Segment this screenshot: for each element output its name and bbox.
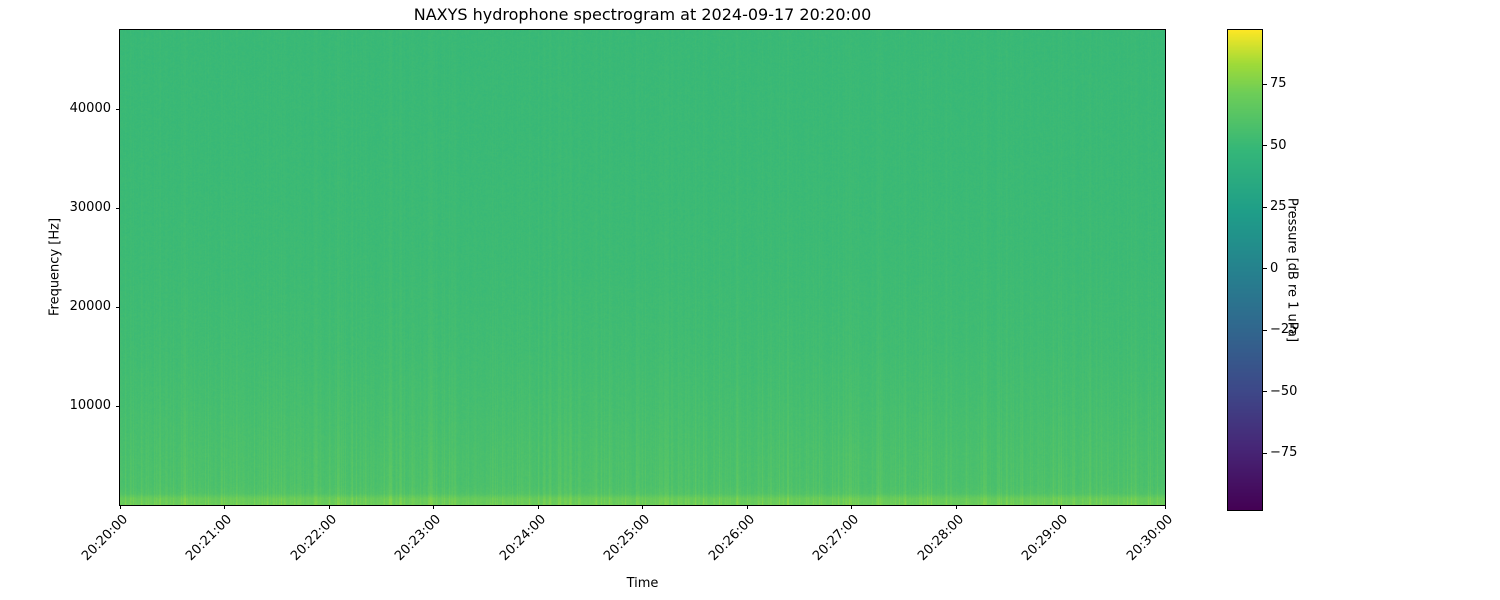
x-tick-label: 20:20:00 [78, 512, 131, 564]
x-tick-label: 20:28:00 [914, 512, 967, 564]
x-tick-mark [851, 505, 852, 509]
y-tick-mark [116, 306, 120, 308]
colorbar-label: Pressure [dB re 1 uPa] [1284, 197, 1300, 343]
colorbar-tick-mark [1263, 391, 1267, 393]
x-tick-mark [642, 505, 643, 509]
x-tick-label: 20:26:00 [705, 512, 758, 564]
x-axis-label: Time [626, 576, 659, 591]
y-tick-mark [116, 405, 120, 407]
x-tick-label: 20:23:00 [392, 512, 445, 564]
x-tick-label: 20:25:00 [601, 512, 654, 564]
colorbar-tick-label: 25 [1270, 199, 1287, 215]
x-tick-mark [955, 505, 957, 509]
colorbar-tick-mark [1263, 268, 1267, 270]
x-tick-label: 20:27:00 [810, 512, 863, 564]
x-tick-label: 20:30:00 [1123, 512, 1176, 564]
chart-title: NAXYS hydrophone spectrogram at 2024-09-… [413, 5, 872, 24]
colorbar-tick-label: 0 [1270, 260, 1279, 276]
spectrogram-image [120, 30, 1165, 505]
y-tick-label: 30000 [69, 200, 111, 216]
x-tick-mark [119, 505, 121, 509]
x-tick-mark [328, 505, 330, 509]
y-tick-label: 40000 [69, 101, 111, 117]
colorbar-tick-label: 50 [1270, 137, 1287, 153]
colorbar-tick-mark [1263, 145, 1267, 147]
x-tick-label: 20:21:00 [183, 512, 236, 564]
colorbar-tick-label: −50 [1270, 383, 1298, 399]
colorbar-tick-mark [1263, 452, 1267, 454]
y-tick-mark [116, 108, 120, 110]
colorbar-tick-label: −25 [1270, 322, 1298, 338]
x-tick-mark [224, 505, 225, 509]
x-tick-mark [537, 505, 539, 509]
x-tick-label: 20:29:00 [1019, 512, 1072, 564]
colorbar-tick-label: −75 [1270, 445, 1298, 461]
colorbar [1227, 29, 1263, 511]
y-tick-mark [116, 207, 120, 209]
x-tick-label: 20:24:00 [496, 512, 549, 564]
colorbar-gradient [1228, 30, 1262, 510]
colorbar-tick-mark [1263, 206, 1267, 208]
colorbar-tick-mark [1263, 83, 1267, 85]
x-tick-label: 20:22:00 [287, 512, 340, 564]
plot-area [119, 29, 1166, 506]
y-tick-label: 10000 [69, 398, 111, 414]
x-tick-mark [433, 505, 434, 509]
x-tick-mark [746, 505, 748, 509]
colorbar-tick-label: 75 [1270, 76, 1287, 92]
x-tick-mark [1164, 505, 1166, 509]
y-tick-label: 20000 [69, 299, 111, 315]
x-tick-mark [1060, 505, 1061, 509]
colorbar-tick-mark [1263, 329, 1267, 331]
